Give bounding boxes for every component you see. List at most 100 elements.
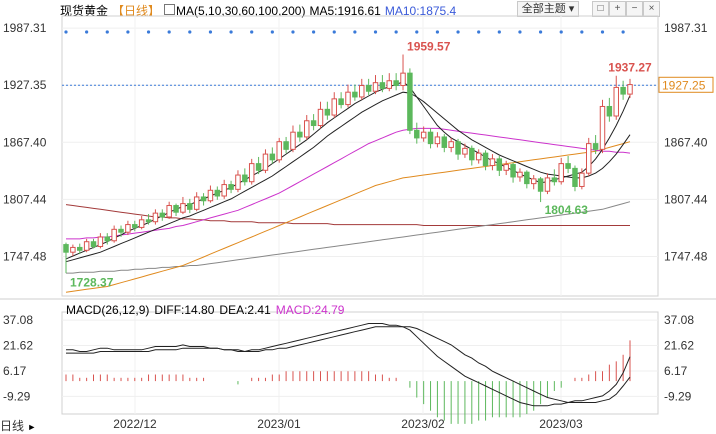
candle-body	[606, 105, 613, 117]
candle-body	[63, 244, 69, 253]
y-tick-right-label: 1747.48	[664, 249, 708, 263]
event-dot	[208, 30, 213, 34]
candle-body	[317, 108, 324, 127]
candle-body	[290, 131, 296, 150]
x-tick-label: 2023/02	[401, 417, 445, 431]
candle-body	[90, 241, 97, 247]
candle-body	[420, 131, 427, 139]
y-tick-left-label: 1807.44	[3, 192, 47, 206]
event-dot	[518, 30, 522, 34]
footer: 日线 ►	[0, 417, 36, 434]
ma-line-ma60	[65, 141, 631, 293]
event-dot	[580, 30, 584, 34]
price-annotation: 1728.37	[70, 276, 114, 290]
current-price-label: 1927.25	[662, 78, 706, 92]
candle-body	[359, 85, 365, 98]
theme-select[interactable]: 全部主题 ▾	[517, 1, 579, 17]
candle-body	[166, 205, 172, 218]
candle-body	[248, 163, 255, 183]
candle-body	[132, 224, 138, 228]
event-dot	[559, 30, 563, 34]
candle-body	[393, 80, 399, 87]
chart-header: 现货黄金 【日线】 MA(5,10,30,60,100,200) MA5:1916.6…	[60, 2, 460, 19]
macd-y-tick-left-label: -9.29	[3, 389, 31, 403]
y-tick-left-label: 1987.31	[3, 21, 47, 35]
candle-body	[276, 141, 282, 161]
event-dot	[312, 30, 316, 34]
y-tick-left-label: 1927.35	[3, 78, 47, 92]
macd-line-dea	[66, 326, 631, 403]
candle-body	[283, 141, 289, 150]
candle-body	[138, 219, 145, 228]
candle-body	[572, 167, 578, 187]
ma5-value: MA5:1916.61	[309, 4, 381, 18]
instrument-title: 现货黄金	[60, 4, 109, 18]
period-button[interactable]: 日线	[0, 419, 25, 433]
y-tick-left-label: 1867.40	[3, 135, 47, 149]
candle-body	[180, 203, 186, 213]
candle-body	[517, 171, 523, 178]
candle-body	[400, 72, 406, 87]
period-label: 【日线】	[112, 4, 161, 18]
candle-body	[482, 152, 489, 167]
candle-body	[496, 158, 503, 171]
macd-y-tick-right-label: 37.08	[664, 313, 694, 327]
candle-body	[386, 80, 393, 89]
candle-body	[111, 228, 117, 242]
candle-body	[173, 205, 179, 213]
candle-body	[303, 120, 310, 138]
event-dot	[373, 30, 378, 34]
ma-line-ma100	[66, 201, 631, 274]
candle-body	[331, 98, 337, 116]
candle-body	[441, 136, 448, 148]
candle-body	[310, 120, 317, 127]
event-dot	[85, 30, 89, 34]
candle-body	[524, 171, 530, 185]
candle-body	[489, 158, 496, 167]
ma-params: MA(5,10,30,60,100,200)	[176, 4, 306, 18]
candle-body	[592, 143, 599, 150]
macd-plot-frame	[61, 311, 659, 415]
candle-body	[414, 129, 420, 139]
candle-body	[125, 224, 131, 233]
ma-toggle-icon[interactable]	[164, 4, 176, 15]
chevron-down-icon: ▾	[568, 3, 575, 15]
macd-y-tick-left-label: 21.62	[3, 339, 33, 353]
event-dot	[291, 30, 295, 34]
expand-icon[interactable]: □	[592, 1, 609, 17]
candle-body	[118, 228, 124, 233]
ma-line-ma30	[66, 127, 631, 240]
candle-body	[407, 72, 413, 131]
candle-body	[579, 172, 585, 187]
x-tick-label: 2023/03	[539, 417, 583, 431]
event-dot	[394, 30, 398, 34]
candle-body	[207, 189, 214, 202]
price-annotation: 1937.27	[608, 61, 652, 75]
macd-y-tick-right-label: 21.62	[664, 339, 694, 353]
candle-body	[152, 212, 159, 223]
candle-body	[565, 163, 571, 169]
macd-params: MACD(26,12,9)	[66, 303, 150, 317]
candle-body	[70, 246, 76, 253]
event-dot	[538, 30, 543, 34]
candle-body	[352, 91, 358, 98]
candle-body	[324, 108, 331, 116]
macd-value: MACD:24.79	[275, 303, 345, 317]
candle-body	[104, 236, 111, 242]
candle-body	[585, 143, 592, 174]
candle-body	[551, 177, 558, 183]
candle-body	[345, 91, 351, 106]
candle-body	[338, 98, 344, 106]
event-dot	[229, 30, 233, 34]
candle-body	[235, 174, 241, 190]
event-dot	[621, 30, 625, 34]
event-dot	[250, 30, 254, 34]
candle-body	[365, 85, 372, 92]
ma10-value: MA10:1875.4	[384, 4, 457, 18]
candle-body	[255, 163, 262, 171]
event-dot	[435, 30, 440, 34]
candle-body	[427, 131, 434, 145]
y-tick-right-label: 1867.40	[664, 135, 708, 149]
